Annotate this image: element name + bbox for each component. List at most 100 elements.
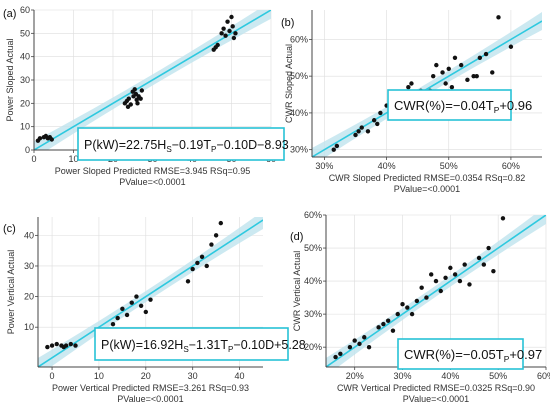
data-point: [471, 73, 476, 79]
panel-3: 0 10 20 30 40 10 20 30 40 (c) Power Vertical Actua…: [3, 217, 306, 404]
data-point: [448, 265, 453, 271]
y-tick-label: 60%: [304, 210, 322, 220]
y-tick-label: 10: [24, 322, 34, 332]
data-point: [338, 351, 343, 356]
data-point: [231, 35, 237, 41]
data-point: [443, 275, 448, 280]
y-tick-label: 40%: [290, 108, 308, 118]
y-tick-label: 30%: [290, 145, 308, 155]
data-point: [129, 300, 134, 305]
y-tick-label: 50%: [304, 243, 322, 253]
data-point: [199, 254, 205, 259]
x-tick-label: 30: [188, 371, 198, 381]
y-tick-label: 60: [20, 5, 30, 15]
panel-label: (d): [290, 231, 303, 243]
data-point: [128, 102, 133, 107]
y-tick-label: 0: [25, 145, 30, 155]
data-point: [352, 338, 357, 343]
data-point: [215, 42, 220, 48]
data-point: [446, 66, 451, 72]
data-point: [218, 220, 224, 226]
y-tick-label: 40%: [304, 276, 322, 286]
x-tick-label: 30%: [394, 371, 412, 381]
data-point: [465, 77, 470, 83]
panel-4: 20% 30% 40% 50% 60% 20% 30% 40% 50% 60% (d) CWR Ver…: [290, 210, 550, 404]
data-point: [378, 110, 383, 116]
data-point: [134, 97, 139, 103]
data-point: [223, 33, 228, 38]
data-point: [333, 354, 338, 360]
data-point: [438, 288, 443, 294]
data-point: [419, 285, 424, 290]
data-point: [138, 96, 143, 101]
y-tick-label: 40: [20, 52, 30, 62]
data-point: [390, 328, 396, 333]
data-point: [440, 70, 445, 75]
data-point: [449, 84, 455, 90]
x-tick-label: 10: [68, 154, 78, 164]
data-point: [204, 263, 209, 269]
data-point: [362, 335, 367, 340]
data-point: [126, 96, 131, 101]
data-point: [135, 101, 140, 106]
y-axis-label: Power Sloped Actual: [5, 38, 15, 121]
data-point: [230, 24, 235, 29]
data-point: [134, 294, 139, 299]
data-point: [409, 311, 415, 317]
data-point: [120, 306, 125, 312]
x-tick-label: 20: [141, 371, 151, 381]
x-tick-label: 0: [50, 371, 55, 381]
data-point: [457, 278, 463, 284]
data-point: [381, 321, 386, 327]
data-point: [496, 15, 501, 20]
data-point: [37, 136, 43, 141]
data-point: [467, 282, 472, 287]
y-tick-label: 30%: [304, 309, 322, 319]
data-point: [209, 242, 214, 247]
data-point: [143, 309, 149, 315]
data-point: [424, 295, 429, 300]
fit-line: [326, 215, 546, 367]
data-point: [213, 233, 219, 238]
y-tick-label: 60%: [290, 34, 308, 44]
x-tick-label: 40: [235, 371, 245, 381]
y-tick-label: 20%: [304, 342, 322, 352]
confidence-band: [312, 12, 542, 157]
x-axis-label: Power Sloped Predicted RMSE=3.945 RSq=0.…: [55, 166, 251, 176]
plot-area: [312, 12, 542, 157]
x-tick-label: 50%: [440, 161, 458, 171]
y-axis-label: CWR Sloped Actual: [284, 44, 294, 123]
data-point: [124, 312, 130, 318]
y-tick-label: 20: [20, 98, 30, 108]
equation-box: [77, 127, 285, 161]
data-point: [483, 51, 489, 57]
p-value: PValue=<0.0001: [394, 184, 460, 194]
data-point: [139, 88, 145, 93]
data-point: [49, 137, 54, 142]
data-point: [233, 31, 238, 36]
panel-1: 01020304050600102030405060(a)Power Slope…: [3, 5, 289, 187]
data-point: [508, 44, 514, 49]
data-point: [359, 125, 364, 130]
y-axis-label: Power Vertical Actual: [6, 250, 16, 335]
data-point: [227, 28, 232, 34]
equation-box: [387, 89, 512, 121]
fit-line: [312, 20, 542, 157]
x-tick-label: 10: [94, 371, 104, 381]
data-point: [63, 343, 69, 348]
data-point: [54, 341, 59, 347]
x-tick-label: 40%: [378, 161, 396, 171]
x-axis-label: Power Vertical Predicted RMSE=3.261 RSq=…: [52, 383, 249, 393]
data-point: [366, 344, 372, 350]
panel-label: (c): [3, 223, 16, 235]
data-point: [49, 343, 55, 348]
data-point: [474, 73, 479, 79]
data-point: [73, 343, 78, 348]
x-tick-label: 20%: [346, 371, 364, 381]
data-point: [414, 298, 420, 304]
data-point: [405, 305, 410, 310]
data-point: [68, 341, 74, 347]
data-point: [375, 121, 380, 127]
data-point: [476, 255, 482, 261]
